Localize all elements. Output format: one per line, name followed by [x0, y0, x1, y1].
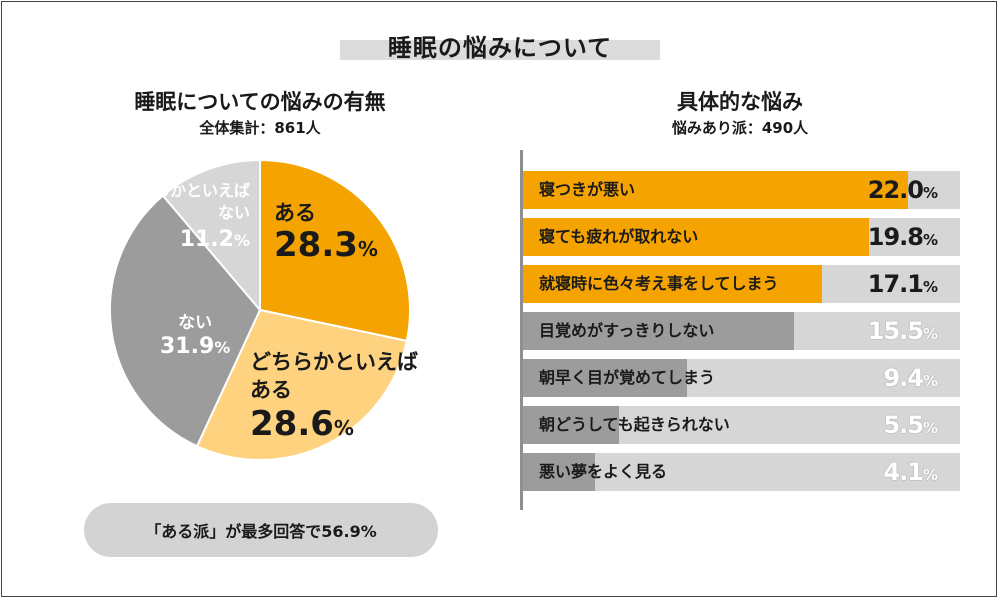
- main-title: 睡眠の悩みについて: [387, 34, 613, 62]
- bar-category-label: 寝つきが悪い: [539, 180, 636, 199]
- main-title-highlight: [340, 40, 660, 60]
- pie-label-line: ない: [217, 202, 250, 222]
- bar-row: 寝ても疲れが取れない 19.8%: [523, 218, 960, 256]
- bar-value-unit: %: [922, 231, 938, 249]
- summary-pill: 「ある派」が最多回答で56.9%: [84, 503, 438, 557]
- bar-value-number: 9.4: [883, 364, 924, 392]
- pie-chart-title: 睡眠についての悩みの有無: [134, 90, 386, 114]
- bar-value-unit: %: [922, 184, 938, 202]
- bar-value-number: 5.5: [883, 411, 924, 439]
- pie-slice: [195, 308, 408, 461]
- pie-label-text: ない: [178, 313, 213, 333]
- bar-row: 朝早く目が覚めてしまう 9.4%: [523, 359, 960, 397]
- bar-fill: [523, 406, 620, 444]
- bar-value-label: 5.5%: [883, 406, 938, 444]
- bar-fill: [523, 218, 870, 256]
- pie-unit: %: [357, 237, 378, 261]
- pie-slice: [161, 158, 261, 313]
- pie-label-text: どちらかといえば ある: [250, 348, 418, 405]
- bar-value-unit: %: [922, 466, 938, 484]
- pie-value: 11.2: [179, 227, 234, 253]
- pie-label-dochiraka-aru: どちらかといえば ある 28.6%: [250, 348, 418, 441]
- bar-row: 寝つきが悪い 22.0%: [523, 171, 960, 209]
- bar-category-label: 寝ても疲れが取れない: [539, 227, 699, 246]
- bar-row: 悪い夢をよく見る 4.1%: [523, 453, 960, 491]
- bar-row: 朝どうしても起きられない 5.5%: [523, 406, 960, 444]
- bar-value-label: 4.1%: [883, 453, 938, 491]
- bar-value-unit: %: [922, 325, 938, 343]
- bar-row: 目覚めがすっきりしない 15.5%: [523, 312, 960, 350]
- bar-value-unit: %: [922, 419, 938, 437]
- bar-category-label: 就寝時に色々考え事をしてしまう: [539, 274, 779, 293]
- bar-value-label: 22.0%: [868, 171, 938, 209]
- bar-value-label: 17.1%: [868, 265, 938, 303]
- bar-chart-subtitle: 悩みあり派：490人: [671, 119, 809, 137]
- bar-value-number: 17.1: [867, 270, 924, 298]
- bar-fill: [523, 171, 908, 209]
- bar-value-label: 15.5%: [868, 312, 938, 350]
- pie-label-dochiraka-nai: どちらかといえばない 11.2%: [82, 180, 250, 251]
- bar-row: 就寝時に色々考え事をしてしまう 17.1%: [523, 265, 960, 303]
- bar-value-unit: %: [922, 278, 938, 296]
- pie-label-line: どちらかといえば: [121, 181, 250, 200]
- pie-label-text: ある: [274, 201, 316, 225]
- pie-value: 28.3: [274, 225, 358, 265]
- bar-category-label: 目覚めがすっきりしない: [539, 321, 715, 340]
- pie-unit: %: [333, 415, 354, 440]
- bar-background: [523, 453, 960, 491]
- pie-slice: [109, 194, 262, 448]
- main-title-block: 睡眠の悩みについて: [340, 28, 660, 62]
- pie-slice: [259, 158, 411, 343]
- bar-fill: [523, 265, 822, 303]
- pie-label-nai: ない 31.9%: [160, 315, 230, 358]
- bar-category-label: 悪い夢をよく見る: [539, 462, 668, 481]
- bar-value-number: 22.0: [867, 176, 924, 204]
- bar-value-number: 19.8: [867, 223, 924, 251]
- bar-axis: [520, 150, 523, 510]
- bar-value-label: 19.8%: [868, 218, 938, 256]
- pie-unit: %: [233, 231, 250, 251]
- pie-unit: %: [214, 338, 231, 357]
- bar-fill: [523, 453, 595, 491]
- bar-fill: [523, 359, 688, 397]
- pie-label-aru: ある 28.3%: [274, 201, 378, 265]
- bar-value-number: 4.1: [883, 458, 924, 486]
- bar-value-unit: %: [922, 372, 938, 390]
- bar-category-label: 朝どうしても起きられない: [539, 415, 730, 434]
- pie-label-text: どちらかといえばない: [82, 180, 250, 223]
- bar-chart-title: 具体的な悩み: [677, 90, 803, 114]
- bar-value-number: 15.5: [867, 317, 924, 345]
- bar-category-label: 朝早く目が覚めてしまう: [539, 368, 716, 387]
- pie-label-line: どちらかといえば: [250, 350, 418, 374]
- pie-chart-subtitle: 全体集計：861人: [199, 119, 321, 137]
- pie-value: 31.9: [160, 334, 215, 359]
- bar-fill: [523, 312, 794, 350]
- bar-value-label: 9.4%: [883, 359, 938, 397]
- pie-label-line: ある: [250, 378, 292, 403]
- pie-value: 28.6: [250, 403, 334, 444]
